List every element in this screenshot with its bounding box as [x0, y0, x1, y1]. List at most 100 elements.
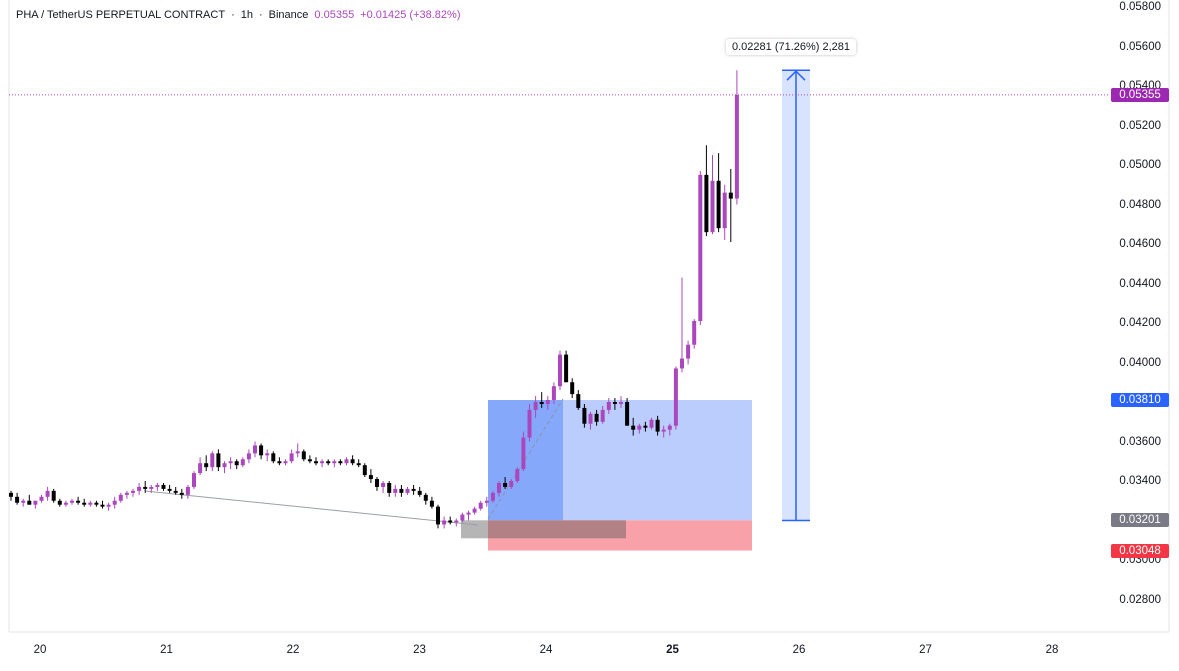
candle-body: [393, 488, 398, 493]
candle-body: [112, 500, 117, 505]
candle-body: [173, 490, 178, 493]
candle-body: [192, 473, 196, 487]
symbol-title[interactable]: PHA / TetherUS PERPETUAL CONTRACT: [16, 9, 226, 21]
trend-line: [144, 490, 479, 526]
candle-body: [350, 459, 355, 464]
candle-body: [320, 461, 325, 464]
candle-body: [228, 461, 233, 464]
candle-body: [521, 437, 526, 470]
price-tick-label: 0.04000: [1119, 356, 1161, 369]
candle-body: [631, 425, 636, 430]
candle-body: [680, 358, 684, 369]
candle-body: [472, 508, 477, 513]
candle-body: [63, 502, 68, 505]
interval-label[interactable]: 1h: [240, 9, 253, 21]
candle-body: [716, 180, 721, 229]
candle-body: [143, 486, 148, 489]
candle-body: [667, 425, 672, 430]
candle-body: [82, 502, 87, 505]
price-tick-label: 0.03400: [1119, 475, 1161, 487]
candle-body: [314, 461, 318, 464]
candle-body: [289, 453, 294, 462]
price-tag: 0.03048: [1111, 543, 1169, 558]
candle-body: [271, 453, 276, 462]
candle-body: [375, 479, 379, 487]
last-price-value: 0.05355: [314, 9, 355, 21]
stop-zone: [488, 520, 752, 551]
candle-body: [70, 500, 74, 503]
target-zone-filled: [488, 400, 563, 521]
candle-body: [448, 520, 453, 523]
candle-body: [179, 492, 184, 495]
candle-body: [734, 94, 739, 199]
candle-body: [698, 174, 703, 322]
candle-body: [582, 407, 587, 424]
candle-body: [234, 461, 239, 466]
risk-overlay: [461, 520, 626, 539]
candle-body: [57, 500, 62, 505]
candle-body: [106, 504, 111, 507]
candle-body: [88, 502, 93, 505]
candle-body: [503, 482, 508, 487]
candle-body: [551, 386, 556, 401]
candle-body: [167, 488, 172, 491]
price-change-value: +0.01425 (+38.82%): [360, 9, 461, 21]
candle-body: [600, 409, 605, 422]
candle-body: [246, 453, 251, 460]
candle-body: [76, 500, 81, 503]
candle-body: [539, 402, 544, 404]
candle-body: [722, 192, 727, 229]
candle-body: [381, 482, 386, 487]
candle-body: [27, 500, 32, 505]
candle-body: [45, 490, 50, 497]
candle-body: [490, 492, 495, 501]
candle-body: [94, 502, 99, 505]
candle-body: [204, 463, 209, 468]
candle-body: [222, 463, 227, 468]
candle-body: [484, 500, 489, 503]
candle-body: [619, 402, 623, 404]
candle-body: [429, 500, 434, 507]
candle-body: [253, 445, 257, 454]
time-tick-label: 22: [286, 644, 300, 656]
price-tag: 0.03810: [1111, 393, 1169, 408]
measure-arrow-head: [786, 70, 806, 81]
time-tick-label: 20: [33, 644, 47, 656]
candle-body: [368, 475, 373, 480]
time-tick-label: 28: [1045, 644, 1059, 656]
candle-body: [9, 492, 13, 497]
price-tick-label: 0.04600: [1119, 238, 1161, 250]
candle-body: [417, 490, 422, 495]
candle-body: [185, 486, 190, 495]
candle-body: [692, 321, 697, 345]
candle-body: [210, 453, 215, 468]
candle-body: [612, 402, 617, 404]
candle-body: [643, 425, 648, 428]
candle-body: [149, 486, 154, 489]
candle-body: [637, 425, 642, 430]
candle-body: [442, 520, 447, 525]
candle-body: [131, 490, 135, 493]
price-tick-label: 0.04200: [1119, 317, 1161, 329]
candle-body: [295, 451, 300, 454]
candle-body: [497, 482, 501, 493]
candle-body: [240, 459, 245, 466]
candle-body: [155, 484, 160, 487]
candle-body: [161, 484, 166, 489]
candle-body: [198, 463, 203, 474]
price-tick-label: 0.05600: [1119, 40, 1161, 53]
candle-body: [686, 344, 691, 359]
candle-body: [558, 354, 562, 387]
candle-body: [460, 514, 465, 521]
candle-body: [466, 512, 471, 515]
candle-body: [509, 481, 514, 487]
candle-body: [606, 402, 611, 410]
candle-body: [527, 409, 532, 438]
time-tick-label: 23: [413, 644, 426, 656]
candle-body: [326, 461, 331, 464]
candle-body: [411, 488, 416, 491]
exchange-label: Binance: [268, 9, 309, 21]
time-tick-label: 21: [160, 644, 173, 656]
